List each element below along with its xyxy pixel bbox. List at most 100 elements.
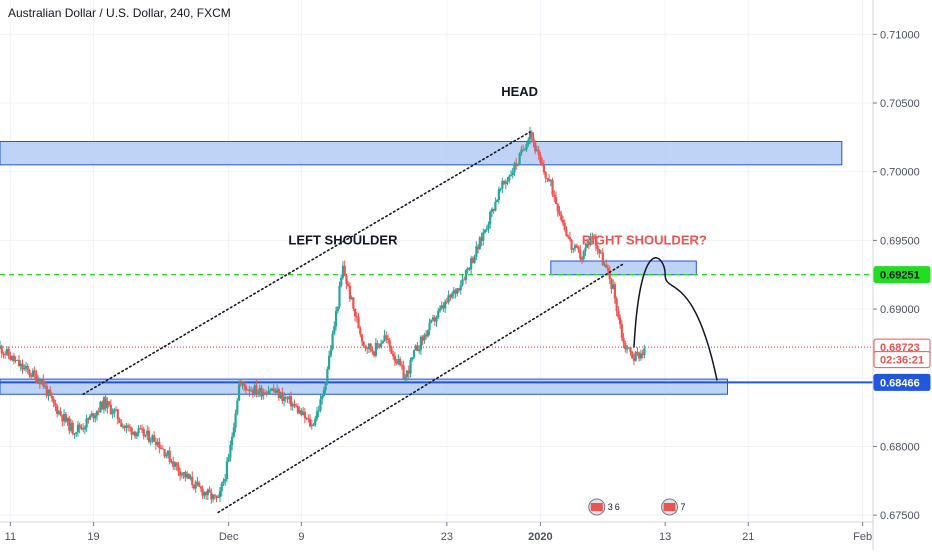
candle-body bbox=[24, 365, 28, 368]
candle-body bbox=[161, 448, 164, 450]
candle-body bbox=[62, 413, 66, 422]
candle-body bbox=[476, 246, 480, 250]
candle-body bbox=[487, 224, 490, 229]
candle-body bbox=[558, 211, 561, 215]
candle-body bbox=[168, 450, 171, 462]
candle-body bbox=[343, 265, 346, 276]
candle-body bbox=[634, 351, 637, 361]
candle-body bbox=[282, 396, 286, 401]
candle-body bbox=[468, 268, 471, 270]
candle-body bbox=[215, 495, 218, 498]
annotation-label: HEAD bbox=[501, 84, 538, 99]
candle-body bbox=[475, 246, 478, 257]
candle-body bbox=[515, 163, 518, 166]
candle-body bbox=[444, 301, 447, 309]
candle-body bbox=[499, 188, 502, 190]
candle-body bbox=[554, 196, 558, 204]
price-label-text: 0.68723 bbox=[880, 342, 920, 354]
candle-body bbox=[220, 483, 223, 492]
candle-body bbox=[106, 401, 109, 409]
candle-body bbox=[286, 397, 289, 400]
candle-body bbox=[305, 418, 308, 420]
candle-body bbox=[416, 345, 419, 352]
candle-body bbox=[182, 472, 185, 474]
candle-body bbox=[433, 317, 436, 322]
candle-body bbox=[69, 422, 73, 431]
candle-body bbox=[225, 461, 229, 480]
candle-body bbox=[568, 237, 571, 240]
candle-body bbox=[75, 432, 78, 434]
candle-body bbox=[78, 424, 81, 429]
candle-body bbox=[17, 359, 21, 367]
candle-body bbox=[625, 348, 629, 350]
candle-body bbox=[9, 356, 12, 360]
x-tick-label: 19 bbox=[87, 531, 99, 543]
candle-body bbox=[494, 201, 497, 211]
candle-body bbox=[641, 353, 644, 356]
candle-body bbox=[547, 178, 551, 182]
candle-body bbox=[572, 248, 575, 250]
y-tick-label: 0.67500 bbox=[880, 510, 920, 522]
y-tick-label: 0.68000 bbox=[880, 441, 920, 453]
candle-body bbox=[608, 270, 611, 280]
candle-body bbox=[617, 310, 620, 318]
candle-body bbox=[331, 333, 334, 350]
candle-body bbox=[130, 427, 133, 435]
candle-body bbox=[378, 345, 381, 347]
event-flag: 7 bbox=[661, 498, 686, 516]
candle-body bbox=[19, 363, 22, 367]
candle-body bbox=[322, 389, 326, 396]
candle-body bbox=[482, 232, 485, 241]
candle-body bbox=[95, 411, 99, 416]
candle-body bbox=[140, 428, 144, 430]
candle-body bbox=[153, 435, 156, 442]
candle-body bbox=[489, 211, 492, 225]
candle-body bbox=[68, 417, 71, 431]
candle-body bbox=[620, 324, 623, 338]
candle-body bbox=[111, 413, 114, 415]
candle-body bbox=[302, 411, 305, 416]
candle-body bbox=[177, 465, 180, 472]
candle-body bbox=[471, 258, 474, 263]
candle-body bbox=[397, 359, 400, 364]
candle-body bbox=[431, 317, 435, 320]
candle-body bbox=[483, 230, 487, 233]
candle-body bbox=[149, 441, 152, 443]
candle-body bbox=[461, 279, 464, 286]
candle-body bbox=[116, 409, 119, 420]
price-label-box bbox=[873, 373, 931, 391]
candle-body bbox=[371, 349, 374, 352]
flag-stripe-icon bbox=[590, 503, 603, 511]
candle-body bbox=[234, 413, 237, 428]
candle-body bbox=[464, 270, 468, 280]
candle-body bbox=[92, 413, 95, 419]
candle-body bbox=[504, 181, 507, 184]
candle-body bbox=[85, 418, 88, 428]
candle-body bbox=[154, 441, 157, 446]
candle-body bbox=[28, 369, 31, 375]
candle-body bbox=[511, 172, 514, 176]
candle-body bbox=[619, 317, 622, 325]
candle-body bbox=[418, 349, 421, 352]
candle-body bbox=[127, 425, 130, 427]
candle-body bbox=[440, 305, 443, 309]
candle-body bbox=[201, 488, 204, 496]
candle-body bbox=[390, 346, 393, 354]
candle-body bbox=[50, 395, 54, 399]
candle-body bbox=[411, 357, 414, 360]
x-tick-label: 21 bbox=[742, 531, 754, 543]
candle-body bbox=[556, 203, 559, 212]
candle-body bbox=[61, 415, 64, 422]
candle-body bbox=[113, 409, 116, 414]
candle-body bbox=[352, 297, 355, 309]
candle-body bbox=[272, 388, 275, 391]
candle-body bbox=[109, 404, 112, 414]
candle-body bbox=[94, 415, 97, 419]
candle-body bbox=[454, 290, 457, 294]
candle-body bbox=[33, 370, 36, 374]
candle-body bbox=[49, 389, 52, 396]
candle-body bbox=[114, 409, 118, 411]
candle-body bbox=[615, 298, 618, 311]
candle-body bbox=[580, 258, 584, 260]
